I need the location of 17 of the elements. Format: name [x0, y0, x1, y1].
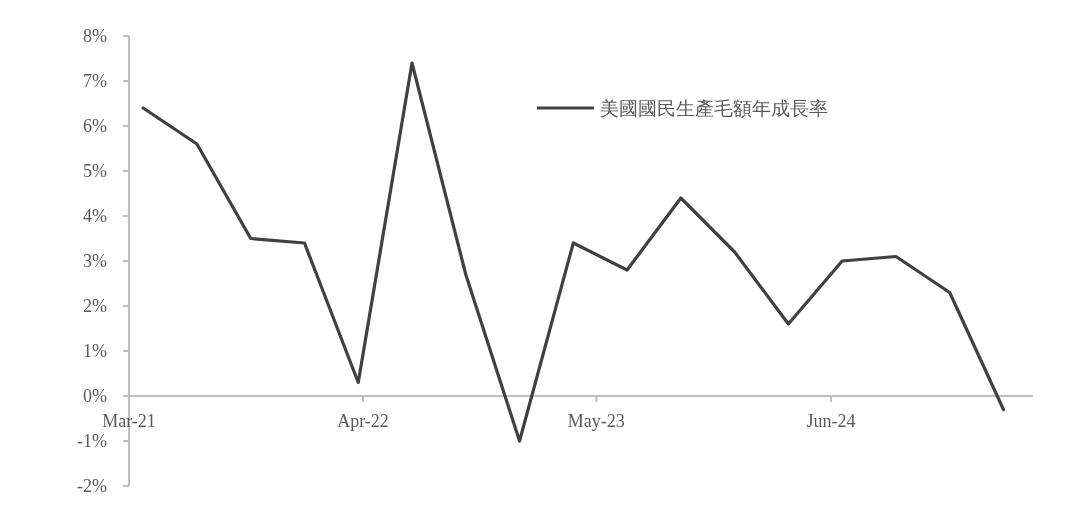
y-tick-label: 4%: [83, 206, 107, 226]
y-tick-label: 2%: [83, 296, 107, 316]
legend-label: 美國國民生產毛額年成長率: [600, 97, 828, 119]
legend: 美國國民生產毛額年成長率: [537, 97, 828, 119]
x-tick-label: Apr-22: [337, 411, 389, 431]
y-tick-label: -1%: [77, 431, 107, 451]
x-tick-label: Mar-21: [102, 411, 156, 431]
y-tick-label: 0%: [83, 386, 107, 406]
y-tick-label: 1%: [83, 341, 107, 361]
x-tick-label: May-23: [567, 411, 625, 431]
y-tick-label: 7%: [83, 71, 107, 91]
y-tick-label: 3%: [83, 251, 107, 271]
y-tick-label: 6%: [83, 116, 107, 136]
y-tick-label: 8%: [83, 26, 107, 46]
y-tick-label: -2%: [77, 476, 107, 496]
x-tick-label: Jun-24: [806, 411, 856, 431]
y-tick-label: 5%: [83, 161, 107, 181]
